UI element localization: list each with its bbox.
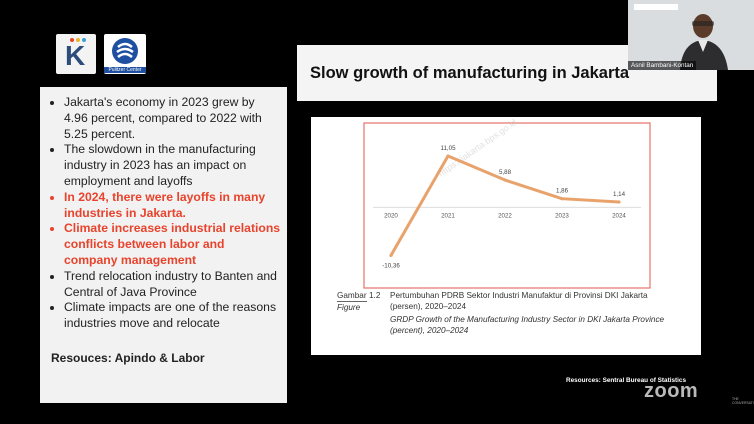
x-tick-label: 2021: [441, 212, 455, 219]
figure-number: 1.2: [369, 291, 381, 300]
k-logo-letter: K: [65, 40, 86, 71]
source-note: Resources: Sentral Bureau of Statistics: [566, 377, 687, 384]
caption-divider: [337, 301, 367, 302]
data-point: [446, 154, 450, 158]
bullet-item: Jakarta's economy in 2023 grew by 4.96 p…: [64, 95, 281, 142]
bullet-item: Climate impacts are one of the reasons i…: [64, 300, 281, 332]
data-label: 1,14: [613, 191, 626, 198]
data-point: [560, 197, 564, 201]
figure-card: https://jakarta.bps.go.id -10,36 2020 11,0…: [311, 117, 701, 355]
bullet-panel: Jakarta's economy in 2023 grew by 4.96 p…: [40, 87, 287, 403]
bullet-list: Jakarta's economy in 2023 grew by 4.96 p…: [40, 87, 287, 332]
figure-caption-en: GRDP Growth of the Manufacturing Industr…: [390, 315, 665, 335]
x-tick-label: 2023: [555, 212, 569, 219]
participant-video[interactable]: Asnil Bambani-Kontan: [628, 0, 754, 70]
data-point: [389, 253, 393, 257]
slide-title: Slow growth of manufacturing in Jakarta: [310, 64, 630, 82]
bullet-item-highlight: Climate increases industrial relations c…: [64, 221, 281, 268]
video-banner: [634, 4, 678, 10]
resources-note: Resouces: Apindo & Labor: [51, 351, 205, 365]
data-label: -10,36: [382, 262, 400, 269]
figure-label-figure: Figure: [337, 303, 361, 312]
pulitzer-label: Pulitzer Center: [104, 67, 146, 73]
participant-name: Asnil Bambani-Kontan: [628, 61, 697, 70]
x-tick-label: 2024: [612, 212, 626, 219]
data-point: [617, 200, 621, 204]
bullet-item: The slowdown in the manufacturing indust…: [64, 142, 281, 189]
data-label: 5,88: [499, 169, 512, 176]
pulitzer-center-logo: Pulitzer Center: [104, 34, 146, 74]
k-logo: K: [56, 34, 96, 74]
data-point: [503, 178, 507, 182]
chart-frame: [363, 122, 651, 289]
chart-layer: -10,36 2020 11,05 2021 5,88 2022 1,86 2023 1,14 2…: [382, 145, 626, 269]
data-label: 1,86: [556, 188, 569, 195]
pulitzer-emblem-icon: [112, 38, 138, 64]
data-label: 11,05: [440, 145, 456, 152]
bullet-item: Trend relocation industry to Banten and …: [64, 269, 281, 301]
bullet-item-highlight: In 2024, there were layoffs in many indu…: [64, 190, 281, 222]
conversation-mark: THE CONVERSATION: [732, 397, 754, 405]
x-tick-label: 2020: [384, 212, 398, 219]
figure-label-gambar: Gambar: [337, 291, 367, 300]
zoom-logo: zoom: [644, 380, 699, 402]
x-tick-label: 2022: [498, 212, 512, 219]
line-chart: https://jakarta.bps.go.id -10,36202011,0…: [363, 117, 651, 289]
figure-caption-id: Pertumbuhan PDRB Sektor Industri Manufak…: [390, 291, 648, 311]
